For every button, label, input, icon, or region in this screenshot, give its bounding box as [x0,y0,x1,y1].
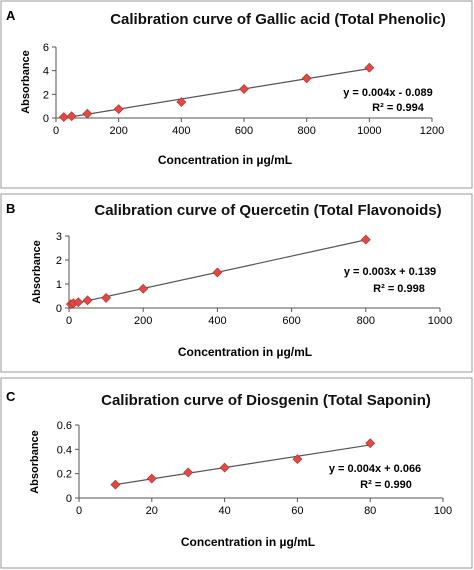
y-tick-label: 4 [43,66,49,78]
data-point [292,454,303,464]
x-tick-label: 800 [357,315,375,327]
x-axis-label: Concentration in µg/mL [178,345,312,359]
trendline-equation: y = 0.004x - 0.089 [343,87,433,99]
data-point [219,462,230,473]
data-point [360,234,371,245]
panel-letter: A [6,8,16,23]
data-point [212,267,223,278]
data-point [146,473,157,484]
data-point [101,292,112,303]
y-tick-label: 0.4 [57,444,72,456]
y-axis-label: Absorbance [31,240,43,304]
r-squared-label: R² = 0.998 [373,283,425,295]
data-point [183,467,194,478]
data-point [82,295,93,306]
x-tick-label: 600 [235,125,253,137]
y-tick-label: 2 [56,255,62,267]
x-tick-label: 40 [218,505,230,517]
x-tick-label: 400 [172,125,190,137]
y-tick-label: 1 [56,279,62,291]
x-tick-label: 200 [109,125,127,137]
trendline [115,444,371,486]
data-point [110,479,121,490]
x-tick-label: 0 [76,505,82,517]
x-tick-label: 1000 [357,125,381,137]
chart-panel-c: C Calibration curve of Diosgenin (Total S… [0,377,473,569]
y-tick-label: 0.6 [57,420,72,432]
y-tick-label: 0 [56,303,62,315]
y-tick-label: 0 [43,113,49,125]
data-point [365,438,376,449]
data-point [239,84,249,94]
chart-panel-a: A Calibration curve of Gallic acid (Total… [0,0,473,189]
data-point [138,283,149,294]
panel-letter: B [6,201,15,216]
data-point [301,73,312,84]
x-tick-label: 200 [134,315,152,327]
x-tick-label: 20 [146,505,158,517]
x-tick-label: 600 [282,315,300,327]
data-point [58,112,69,122]
y-tick-label: 0 [66,493,72,505]
panel-frame [0,0,473,189]
x-tick-label: 0 [53,125,59,137]
y-axis-label: Absorbance [20,50,32,114]
data-point [113,104,124,115]
r-squared-label: R² = 0.994 [372,102,425,114]
chart-title: Calibration curve of Diosgenin (Total Sa… [101,392,431,409]
x-axis-label: Concentration in µg/mL [181,535,315,549]
x-tick-label: 60 [291,505,303,517]
chart-panel-b: B Calibration curve of Quercetin (Total F… [0,193,473,373]
x-tick-label: 800 [297,125,315,137]
x-tick-label: 400 [208,315,226,327]
trendline-equation: y = 0.004x + 0.066 [329,463,421,475]
panel-frame [0,193,473,373]
x-tick-label: 1000 [428,315,452,327]
data-point [364,62,375,73]
data-point [176,97,187,107]
panel-letter: C [6,389,16,404]
chart-title: Calibration curve of Quercetin (Total Fl… [94,202,441,219]
x-tick-label: 0 [66,315,72,327]
y-tick-label: 2 [43,89,49,101]
y-tick-label: 3 [56,231,62,243]
x-tick-label: 80 [364,505,376,517]
trendline-equation: y = 0.003x + 0.139 [344,266,436,278]
data-point [73,297,84,308]
data-point [82,108,93,119]
chart-title: Calibration curve of Gallic acid (Total … [110,11,446,28]
y-tick-label: 6 [43,42,49,54]
data-point [66,111,77,122]
x-tick-label: 1200 [420,125,444,137]
y-axis-label: Absorbance [29,430,41,494]
r-squared-label: R² = 0.990 [360,479,412,491]
y-tick-label: 0.2 [57,469,72,481]
x-tick-label: 100 [434,505,452,517]
x-axis-label: Concentration in µg/mL [158,153,292,167]
